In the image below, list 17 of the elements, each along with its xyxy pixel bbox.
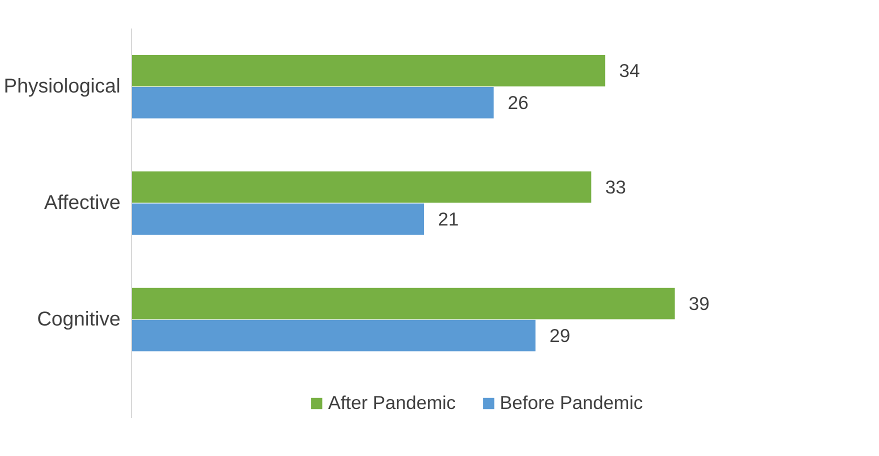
legend-label: Before Pandemic	[500, 392, 643, 414]
legend-label: After Pandemic	[328, 392, 456, 414]
data-label: 39	[688, 293, 710, 314]
bar	[132, 55, 606, 86]
bar	[132, 203, 424, 235]
data-label: 33	[605, 176, 626, 198]
bar	[132, 320, 536, 352]
y-tick-label: Cognitive	[37, 308, 121, 331]
bar	[132, 171, 592, 203]
bar	[132, 288, 675, 320]
bar	[132, 87, 494, 118]
data-label: 26	[508, 92, 528, 114]
data-label: 29	[550, 325, 570, 346]
y-tick-label: Affective	[44, 192, 121, 214]
data-label: 21	[438, 208, 459, 230]
y-tick-label: Physiological	[4, 76, 121, 98]
data-label: 34	[619, 60, 640, 82]
